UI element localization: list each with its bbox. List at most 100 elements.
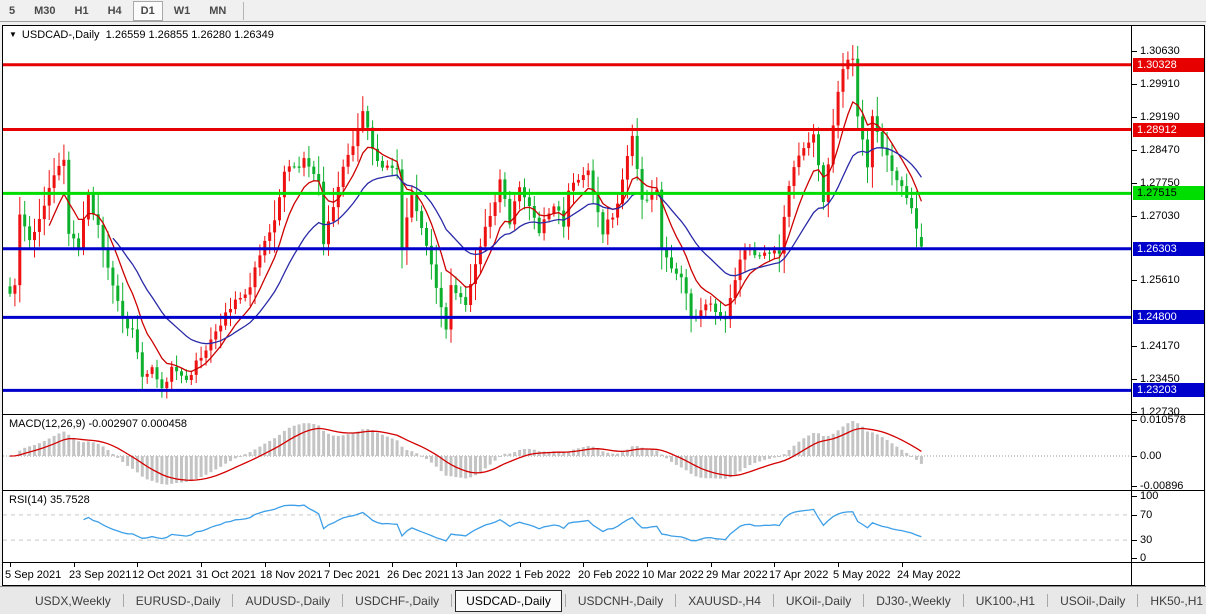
price-tick-dash	[1132, 150, 1137, 151]
date-axis-line	[1131, 563, 1132, 585]
tab-divider	[122, 594, 124, 607]
macd-tick-dash	[1132, 420, 1137, 421]
date-tick	[265, 563, 266, 567]
rsi-tick-label: 100	[1140, 490, 1159, 502]
date-label: 24 May 2022	[897, 569, 961, 581]
hline-price-badge: 1.30328	[1133, 58, 1204, 72]
timeframe-buttons: 5 M30 H1 H4 D1 W1 MN	[1, 0, 245, 21]
timeframe-button-h1[interactable]: H1	[74, 4, 89, 17]
tab-divider	[675, 594, 677, 607]
hline-price-badge: 1.27515	[1133, 186, 1204, 200]
hline-price-badge: 1.24800	[1133, 310, 1204, 324]
date-tick	[456, 563, 457, 567]
timeframe-button-d1[interactable]: D1	[132, 0, 163, 21]
ma-fast-line	[48, 101, 923, 373]
price-tick-label: 1.23450	[1140, 373, 1180, 385]
rsi-tick-dash	[1132, 496, 1137, 497]
price-tick-dash	[1132, 51, 1137, 52]
price-tick-label: 1.24170	[1140, 340, 1180, 352]
price-tick-label: 1.30630	[1140, 45, 1180, 57]
tab-usdchf-daily[interactable]: USDCHF-,Daily	[355, 593, 440, 608]
date-label: 5 May 2022	[833, 569, 891, 581]
tab-eurusd-daily[interactable]: EURUSD-,Daily	[135, 593, 221, 608]
date-label: 26 Dec 2021	[387, 569, 450, 581]
date-label: 5 Sep 2021	[5, 569, 62, 581]
price-tick-dash	[1132, 216, 1137, 217]
timeframe-toolbar: 5 M30 H1 H4 D1 W1 MN	[0, 0, 1206, 22]
rsi-plot[interactable]	[3, 491, 1131, 562]
tab-divider	[1047, 594, 1049, 607]
macd-plot[interactable]	[3, 415, 1131, 490]
tab-divider	[342, 594, 344, 607]
rsi-panel: RSI(14) 35.7528 100 70 30 0	[3, 490, 1204, 564]
tab-uk100-h1[interactable]: UK100-,H1	[975, 593, 1036, 608]
date-tick	[201, 563, 202, 567]
tab-divider	[451, 594, 453, 607]
chart-title: ▼ USDCAD-,Daily 1.26559 1.26855 1.26280 1…	[9, 29, 274, 41]
price-tick-dash	[1132, 412, 1137, 413]
timeframe-button-m30[interactable]: M30	[34, 4, 56, 17]
tab-dj30-weekly[interactable]: DJ30-,Weekly	[876, 593, 951, 608]
macd-histogram	[8, 421, 923, 485]
date-tick	[10, 563, 11, 567]
date-label: 13 Jan 2022	[451, 569, 512, 581]
price-tick-label: 1.22730	[1140, 406, 1180, 418]
price-tick-label: 1.27030	[1140, 210, 1180, 222]
rsi-line	[83, 504, 922, 542]
timeframe-button-5[interactable]: 5	[9, 4, 16, 17]
macd-title: MACD(12,26,9) -0.002907 0.000458	[9, 418, 187, 430]
chart-dropdown-icon[interactable]: ▼	[9, 30, 17, 39]
hline-price-badge: 1.26303	[1133, 242, 1204, 256]
date-label: 29 Mar 2022	[706, 569, 768, 581]
tab-usoil-daily[interactable]: USOil-,Daily	[1060, 593, 1126, 608]
rsi-axis-line	[1131, 491, 1132, 562]
tab-usdcad-daily[interactable]: USDCAD-,Daily	[455, 589, 562, 612]
date-label: 7 Dec 2021	[324, 569, 381, 581]
rsi-tick-dash	[1132, 540, 1137, 541]
toolbar-divider	[243, 1, 245, 20]
tab-usdx-weekly[interactable]: USDX,Weekly	[35, 593, 111, 608]
macd-tick-dash	[1132, 486, 1137, 487]
date-tick	[329, 563, 330, 567]
tab-xauusd-h4[interactable]: XAUUSD-,H4	[688, 593, 761, 608]
candles-group	[8, 45, 923, 399]
tab-usdcnh-daily[interactable]: USDCNH-,Daily	[577, 593, 664, 608]
date-tick	[137, 563, 138, 567]
candlestick-plot[interactable]	[3, 26, 1131, 414]
price-tick-label: 1.27750	[1140, 177, 1180, 189]
tab-divider	[962, 594, 964, 607]
date-label: 12 Oct 2021	[132, 569, 192, 581]
date-tick	[774, 563, 775, 567]
chart-ohlc-values: 1.26559 1.26855 1.26280 1.26349	[105, 29, 274, 41]
date-tick	[583, 563, 584, 567]
tab-hk50-h1[interactable]: HK50-,H1	[1150, 593, 1204, 608]
rsi-title: RSI(14) 35.7528	[9, 494, 90, 506]
price-tick-label: 1.29190	[1140, 111, 1180, 123]
date-tick	[902, 563, 903, 567]
tab-audusd-daily[interactable]: AUDUSD-,Daily	[245, 593, 331, 608]
macd-panel: MACD(12,26,9) -0.002907 0.000458 0.01057…	[3, 415, 1204, 492]
rsi-tick-dash	[1132, 515, 1137, 516]
price-tick-label: 1.28470	[1140, 144, 1180, 156]
timeframe-button-mn[interactable]: MN	[209, 4, 227, 17]
price-tick-label: 1.29910	[1140, 78, 1180, 90]
ma-slow-line	[112, 147, 922, 345]
timeframe-button-w1[interactable]: W1	[173, 4, 191, 17]
price-axis-line	[1131, 26, 1132, 414]
macd-signal-line	[9, 427, 922, 481]
price-tick-label: 1.25610	[1140, 274, 1180, 286]
date-tick	[838, 563, 839, 567]
date-label: 31 Oct 2021	[196, 569, 256, 581]
tab-divider	[863, 594, 865, 607]
tab-ukoil-daily[interactable]: UKOil-,Daily	[785, 593, 852, 608]
tab-divider	[564, 594, 566, 607]
macd-tick-dash	[1132, 456, 1137, 457]
price-panel: ▼ USDCAD-,Daily 1.26559 1.26855 1.26280 1…	[3, 26, 1204, 418]
rsi-tick-label: 30	[1140, 534, 1153, 546]
tab-list: USDX,Weekly EURUSD-,Daily AUDUSD-,Daily USD…	[0, 587, 1206, 614]
timeframe-button-h4[interactable]: H4	[107, 4, 122, 17]
date-tick	[520, 563, 521, 567]
chart-window: ▼ USDCAD-,Daily 1.26559 1.26855 1.26280 1…	[2, 25, 1205, 586]
macd-axis-line	[1131, 415, 1132, 490]
